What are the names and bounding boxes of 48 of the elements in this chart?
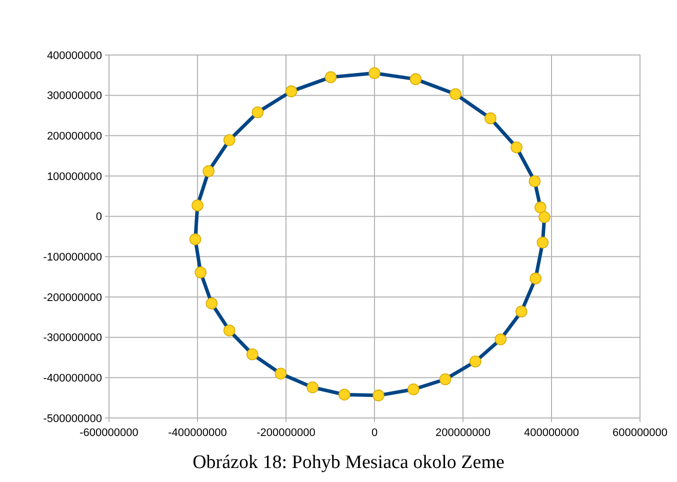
x-tick-label: 200000000: [435, 427, 491, 439]
point: [306, 381, 318, 394]
x-tick-label: 600000000: [612, 427, 668, 439]
point: [368, 67, 380, 80]
y-tick-label: 200000000: [46, 130, 102, 143]
point: [192, 200, 204, 212]
point: [528, 175, 541, 188]
point: [206, 298, 218, 310]
point: [223, 134, 236, 146]
point: [469, 356, 482, 368]
point: [536, 236, 549, 248]
x-tick-label: -200000000: [256, 427, 316, 439]
y-tick-label: -500000000: [43, 412, 102, 425]
point: [410, 73, 422, 86]
x-tick-label: -600000000: [80, 427, 138, 439]
x-tick-label: 400000000: [524, 427, 580, 439]
y-tick-label: 0: [96, 211, 102, 224]
point: [450, 88, 462, 100]
point: [202, 165, 214, 178]
y-tick-label: 400000000: [46, 50, 102, 62]
y-tick-label: -200000000: [43, 292, 102, 304]
point: [484, 112, 496, 124]
point: [223, 324, 236, 336]
point: [189, 233, 202, 246]
point: [372, 390, 384, 402]
point: [338, 388, 350, 401]
point: [494, 333, 507, 346]
point: [408, 383, 420, 396]
y-tick-label: 100000000: [46, 170, 102, 183]
point: [194, 266, 206, 278]
point: [534, 202, 546, 214]
point: [538, 211, 550, 224]
y-tick-label: -100000000: [43, 252, 102, 264]
point: [530, 272, 542, 284]
point: [285, 85, 298, 98]
x-tick-label: 0: [371, 427, 378, 439]
point: [274, 368, 287, 380]
point: [246, 348, 258, 360]
y-tick-label: 300000000: [46, 90, 102, 102]
y-tick-label: -400000000: [43, 372, 102, 385]
x-tick-label: -400000000: [168, 427, 227, 439]
point: [252, 106, 264, 118]
point: [439, 373, 452, 386]
point: [516, 306, 528, 318]
y-tick-label: -300000000: [43, 332, 102, 344]
point: [324, 71, 337, 84]
point: [510, 141, 522, 154]
text: Obrázok 18: Pohyb Mesiaca okolo Zeme: [192, 452, 504, 473]
